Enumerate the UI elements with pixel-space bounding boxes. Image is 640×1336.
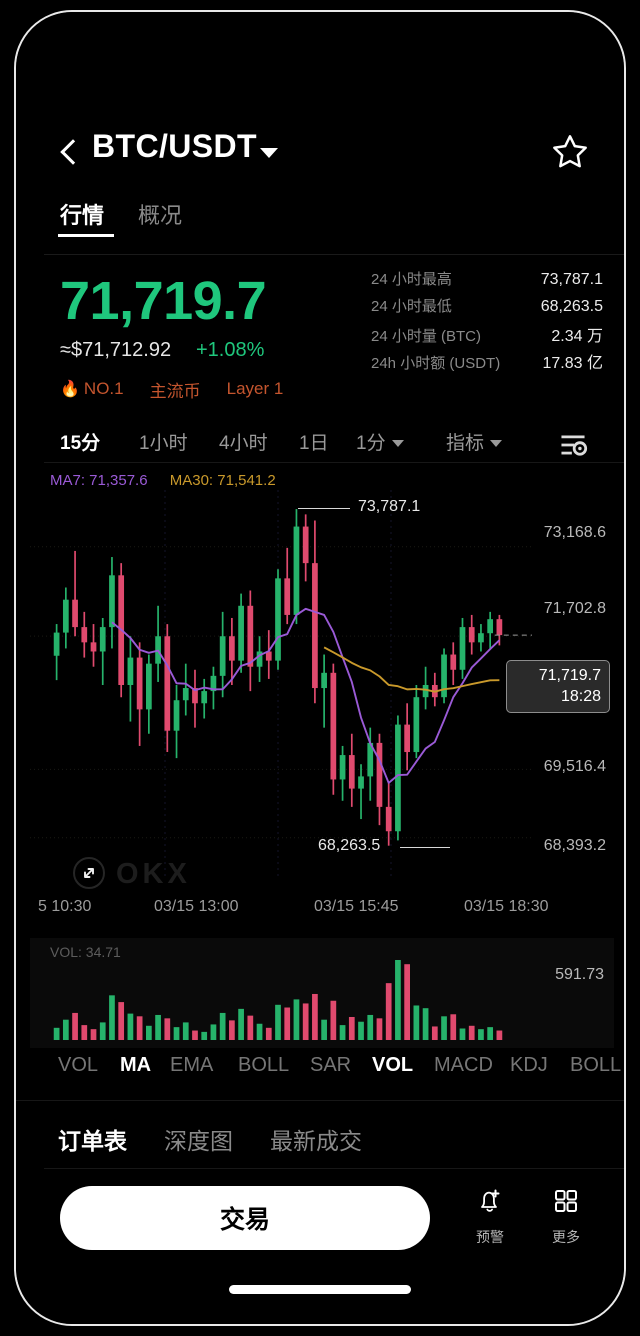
bottom-tab-bar: 订单表 深度图 最新成交	[16, 1116, 624, 1168]
last-price: 71,719.7	[60, 271, 267, 331]
indicator-bar: VOL MA EMA BOLL SAR VOL MACD KDJ BOLL	[16, 1050, 624, 1090]
indicator-boll-2[interactable]: BOLL	[570, 1054, 622, 1076]
stat-label: 24 小时量 (BTC)	[371, 328, 482, 345]
ma-legend: MA7: 71,357.6 MA30: 71,541.2	[50, 472, 276, 489]
top-tab-bar: 行情 概况	[16, 198, 624, 250]
current-price-tag: 71,719.7 18:28	[506, 660, 610, 713]
stat-value: 68,263.5	[540, 298, 603, 315]
price-tag-time: 18:28	[560, 688, 601, 705]
low-leader-line	[400, 847, 450, 848]
tab-active-underline	[58, 234, 114, 237]
okx-watermark: OKX	[116, 858, 191, 890]
time-axis: 5 10:30 03/15 13:00 03/15 15:45 03/15 18…	[30, 898, 614, 926]
tag-rank[interactable]: 🔥 NO.1	[60, 379, 124, 398]
y-tick-label: 69,516.4	[543, 758, 606, 775]
timeframe-divider	[44, 462, 624, 463]
indicator-macd[interactable]: MACD	[434, 1054, 493, 1076]
tab-orderbook[interactable]: 订单表	[58, 1128, 127, 1154]
page-title[interactable]: BTC/USDT	[92, 128, 257, 164]
timeframe-15m[interactable]: 15分	[60, 433, 101, 454]
action-bar: 交易 预警 更多	[16, 1172, 624, 1270]
price-axis: 73,168.6 71,702.8 69,516.4 68,393.2 71,7…	[504, 464, 614, 884]
tab-trades[interactable]: 最新成交	[270, 1128, 362, 1154]
volume-chart[interactable]: VOL: 34.71 591.73	[30, 938, 614, 1048]
phone-frame: BTC/USDT 行情 概况 71,719.7 ≈$71,712.92 +1.0…	[14, 10, 626, 1326]
change-percent: +1.08%	[196, 339, 265, 361]
back-icon[interactable]	[56, 138, 82, 168]
indicator-ema[interactable]: EMA	[170, 1054, 214, 1076]
more-button[interactable]: 更多	[528, 1184, 604, 1247]
usd-value: ≈$71,712.92	[60, 339, 172, 361]
indicator-vol-1[interactable]: VOL	[58, 1054, 99, 1076]
low-marker-label: 68,263.5	[318, 837, 381, 854]
more-label: 更多	[552, 1229, 580, 1245]
timeframe-1h[interactable]: 1小时	[139, 433, 188, 454]
chevron-down-icon	[391, 440, 404, 447]
tag-layer1[interactable]: Layer 1	[226, 379, 284, 398]
stat-value: 73,787.1	[540, 271, 603, 288]
bottom-tab-divider	[44, 1168, 624, 1169]
alert-button[interactable]: 预警	[452, 1184, 528, 1247]
timeframe-1d[interactable]: 1日	[299, 433, 329, 454]
y-tick-label: 68,393.2	[543, 837, 606, 854]
header-divider	[44, 254, 624, 255]
volume-max-label: 591.73	[555, 966, 604, 983]
app-header: BTC/USDT	[16, 122, 624, 184]
chevron-down-icon	[490, 440, 503, 447]
chart-plot-area[interactable]	[30, 464, 614, 894]
stat-label: 24 小时最高	[371, 271, 452, 288]
chart-settings-icon[interactable]	[558, 432, 588, 458]
tab-quotes[interactable]: 行情	[60, 203, 105, 228]
volume-plot-area	[53, 960, 503, 1040]
high-leader-line	[298, 508, 350, 509]
tag-list: 🔥 NO.1 主流币 Layer 1	[60, 377, 283, 401]
x-tick-label: 5 10:30	[38, 898, 92, 915]
indicator-ma[interactable]: MA	[120, 1054, 152, 1076]
indicator-sar[interactable]: SAR	[310, 1054, 352, 1076]
indicator-menu[interactable]: 指标	[446, 428, 503, 455]
indicator-divider	[16, 1100, 624, 1101]
tag-mainstream[interactable]: 主流币	[149, 381, 201, 401]
expand-fullscreen-icon[interactable]	[72, 856, 106, 890]
indicator-boll-1[interactable]: BOLL	[238, 1054, 290, 1076]
timeframe-4h[interactable]: 4小时	[219, 433, 268, 454]
volume-legend: VOL: 34.71	[50, 944, 121, 960]
stat-row: 24 小时量 (BTC) 2.34 万	[371, 322, 603, 346]
high-marker-label: 73,787.1	[358, 498, 421, 515]
stat-label: 24 小时最低	[371, 298, 452, 315]
timeframe-bar: 15分 1小时 4小时 1日 1分 指标	[16, 420, 624, 464]
stat-value: 17.83 亿	[542, 355, 604, 372]
app-screen: BTC/USDT 行情 概况 71,719.7 ≈$71,712.92 +1.0…	[16, 12, 624, 1324]
stat-value: 2.34 万	[551, 328, 603, 345]
alert-label: 预警	[476, 1229, 504, 1245]
grid-icon	[555, 1190, 577, 1212]
stat-row: 24h 小时额 (USDT) 17.83 亿	[371, 349, 603, 373]
candlestick-chart[interactable]: MA7: 71,357.6 MA30: 71,541.2 73,787.1 68…	[30, 464, 614, 934]
stat-row: 24 小时最低 68,263.5	[371, 295, 603, 319]
star-outline-icon[interactable]	[550, 132, 590, 172]
chevron-down-icon[interactable]	[260, 148, 278, 158]
timeframe-more[interactable]: 1分	[356, 428, 404, 455]
tab-depth[interactable]: 深度图	[164, 1128, 233, 1154]
y-tick-label: 73,168.6	[543, 524, 606, 541]
stat-label: 24h 小时额 (USDT)	[371, 355, 501, 372]
tab-overview[interactable]: 概况	[138, 203, 183, 228]
ma7-legend: MA7: 71,357.6	[50, 472, 148, 489]
ma30-legend: MA30: 71,541.2	[169, 472, 276, 489]
bell-plus-icon	[481, 1189, 500, 1212]
y-tick-label: 71,702.8	[543, 600, 606, 617]
indicator-vol-2[interactable]: VOL	[372, 1054, 414, 1076]
trade-button[interactable]: 交易	[60, 1186, 430, 1250]
x-tick-label: 03/15 15:45	[314, 898, 399, 915]
price-tag-value: 71,719.7	[538, 667, 601, 684]
stat-row: 24 小时最高 73,787.1	[371, 268, 603, 292]
x-tick-label: 03/15 13:00	[154, 898, 239, 915]
indicator-kdj[interactable]: KDJ	[510, 1054, 548, 1076]
home-indicator	[229, 1285, 411, 1294]
x-tick-label: 03/15 18:30	[464, 898, 549, 915]
flame-icon: 🔥	[60, 381, 80, 398]
market-stats: 24 小时最高 73,787.1 24 小时最低 68,263.5 24 小时量…	[371, 268, 603, 376]
